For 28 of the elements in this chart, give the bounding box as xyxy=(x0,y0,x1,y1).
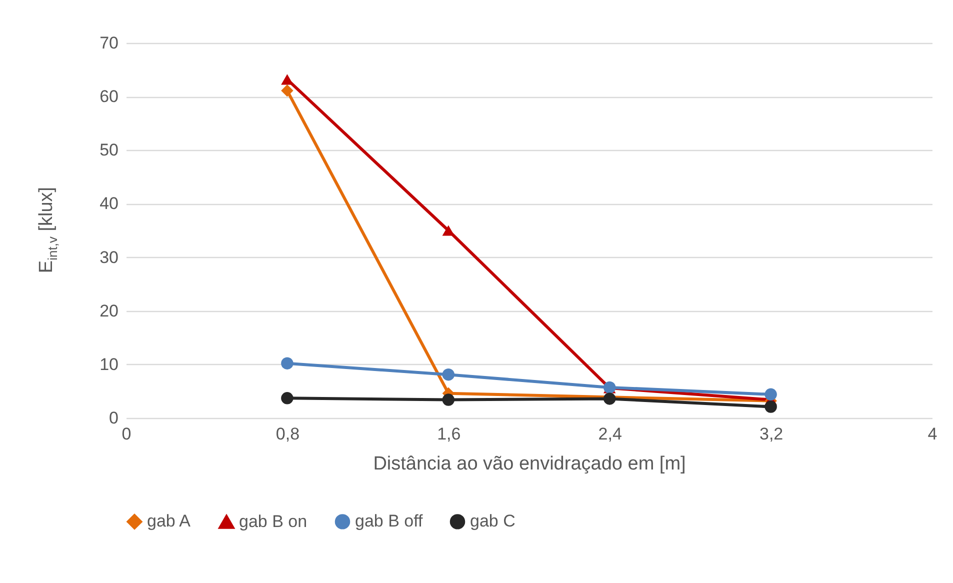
legend-label: gab A xyxy=(147,512,192,531)
x-tick-label: 3,2 xyxy=(759,424,784,444)
point xyxy=(764,400,777,413)
y-tick-label: 20 xyxy=(100,301,118,320)
x-tick-label: 2,4 xyxy=(598,424,622,444)
y-tick-label: 50 xyxy=(100,140,118,160)
x-tick-label: 1,6 xyxy=(437,424,461,444)
point xyxy=(281,357,294,370)
x-tick-label: 4 xyxy=(928,424,938,444)
point xyxy=(281,84,294,97)
legend-label: gab B off xyxy=(355,512,424,531)
y-tick-label: 70 xyxy=(100,34,118,52)
x-tick-label: 0 xyxy=(122,424,132,444)
x-axis-title: Distância ao vão envidraçado em [m] xyxy=(373,454,686,474)
point xyxy=(442,394,455,406)
legend-label: gab C xyxy=(470,512,516,531)
y-tick-label: 30 xyxy=(100,248,118,267)
legend-label: gab B on xyxy=(239,512,308,532)
y-tick-label: 10 xyxy=(100,354,118,374)
point xyxy=(442,225,455,236)
point xyxy=(442,368,455,381)
x-tick-label: 0,8 xyxy=(276,424,300,444)
y-tick-label: 60 xyxy=(100,87,118,106)
y-tick-label: 0 xyxy=(109,408,118,428)
point xyxy=(281,74,294,85)
point xyxy=(281,392,294,404)
point xyxy=(764,388,777,401)
y-tick-label: 40 xyxy=(100,194,118,214)
